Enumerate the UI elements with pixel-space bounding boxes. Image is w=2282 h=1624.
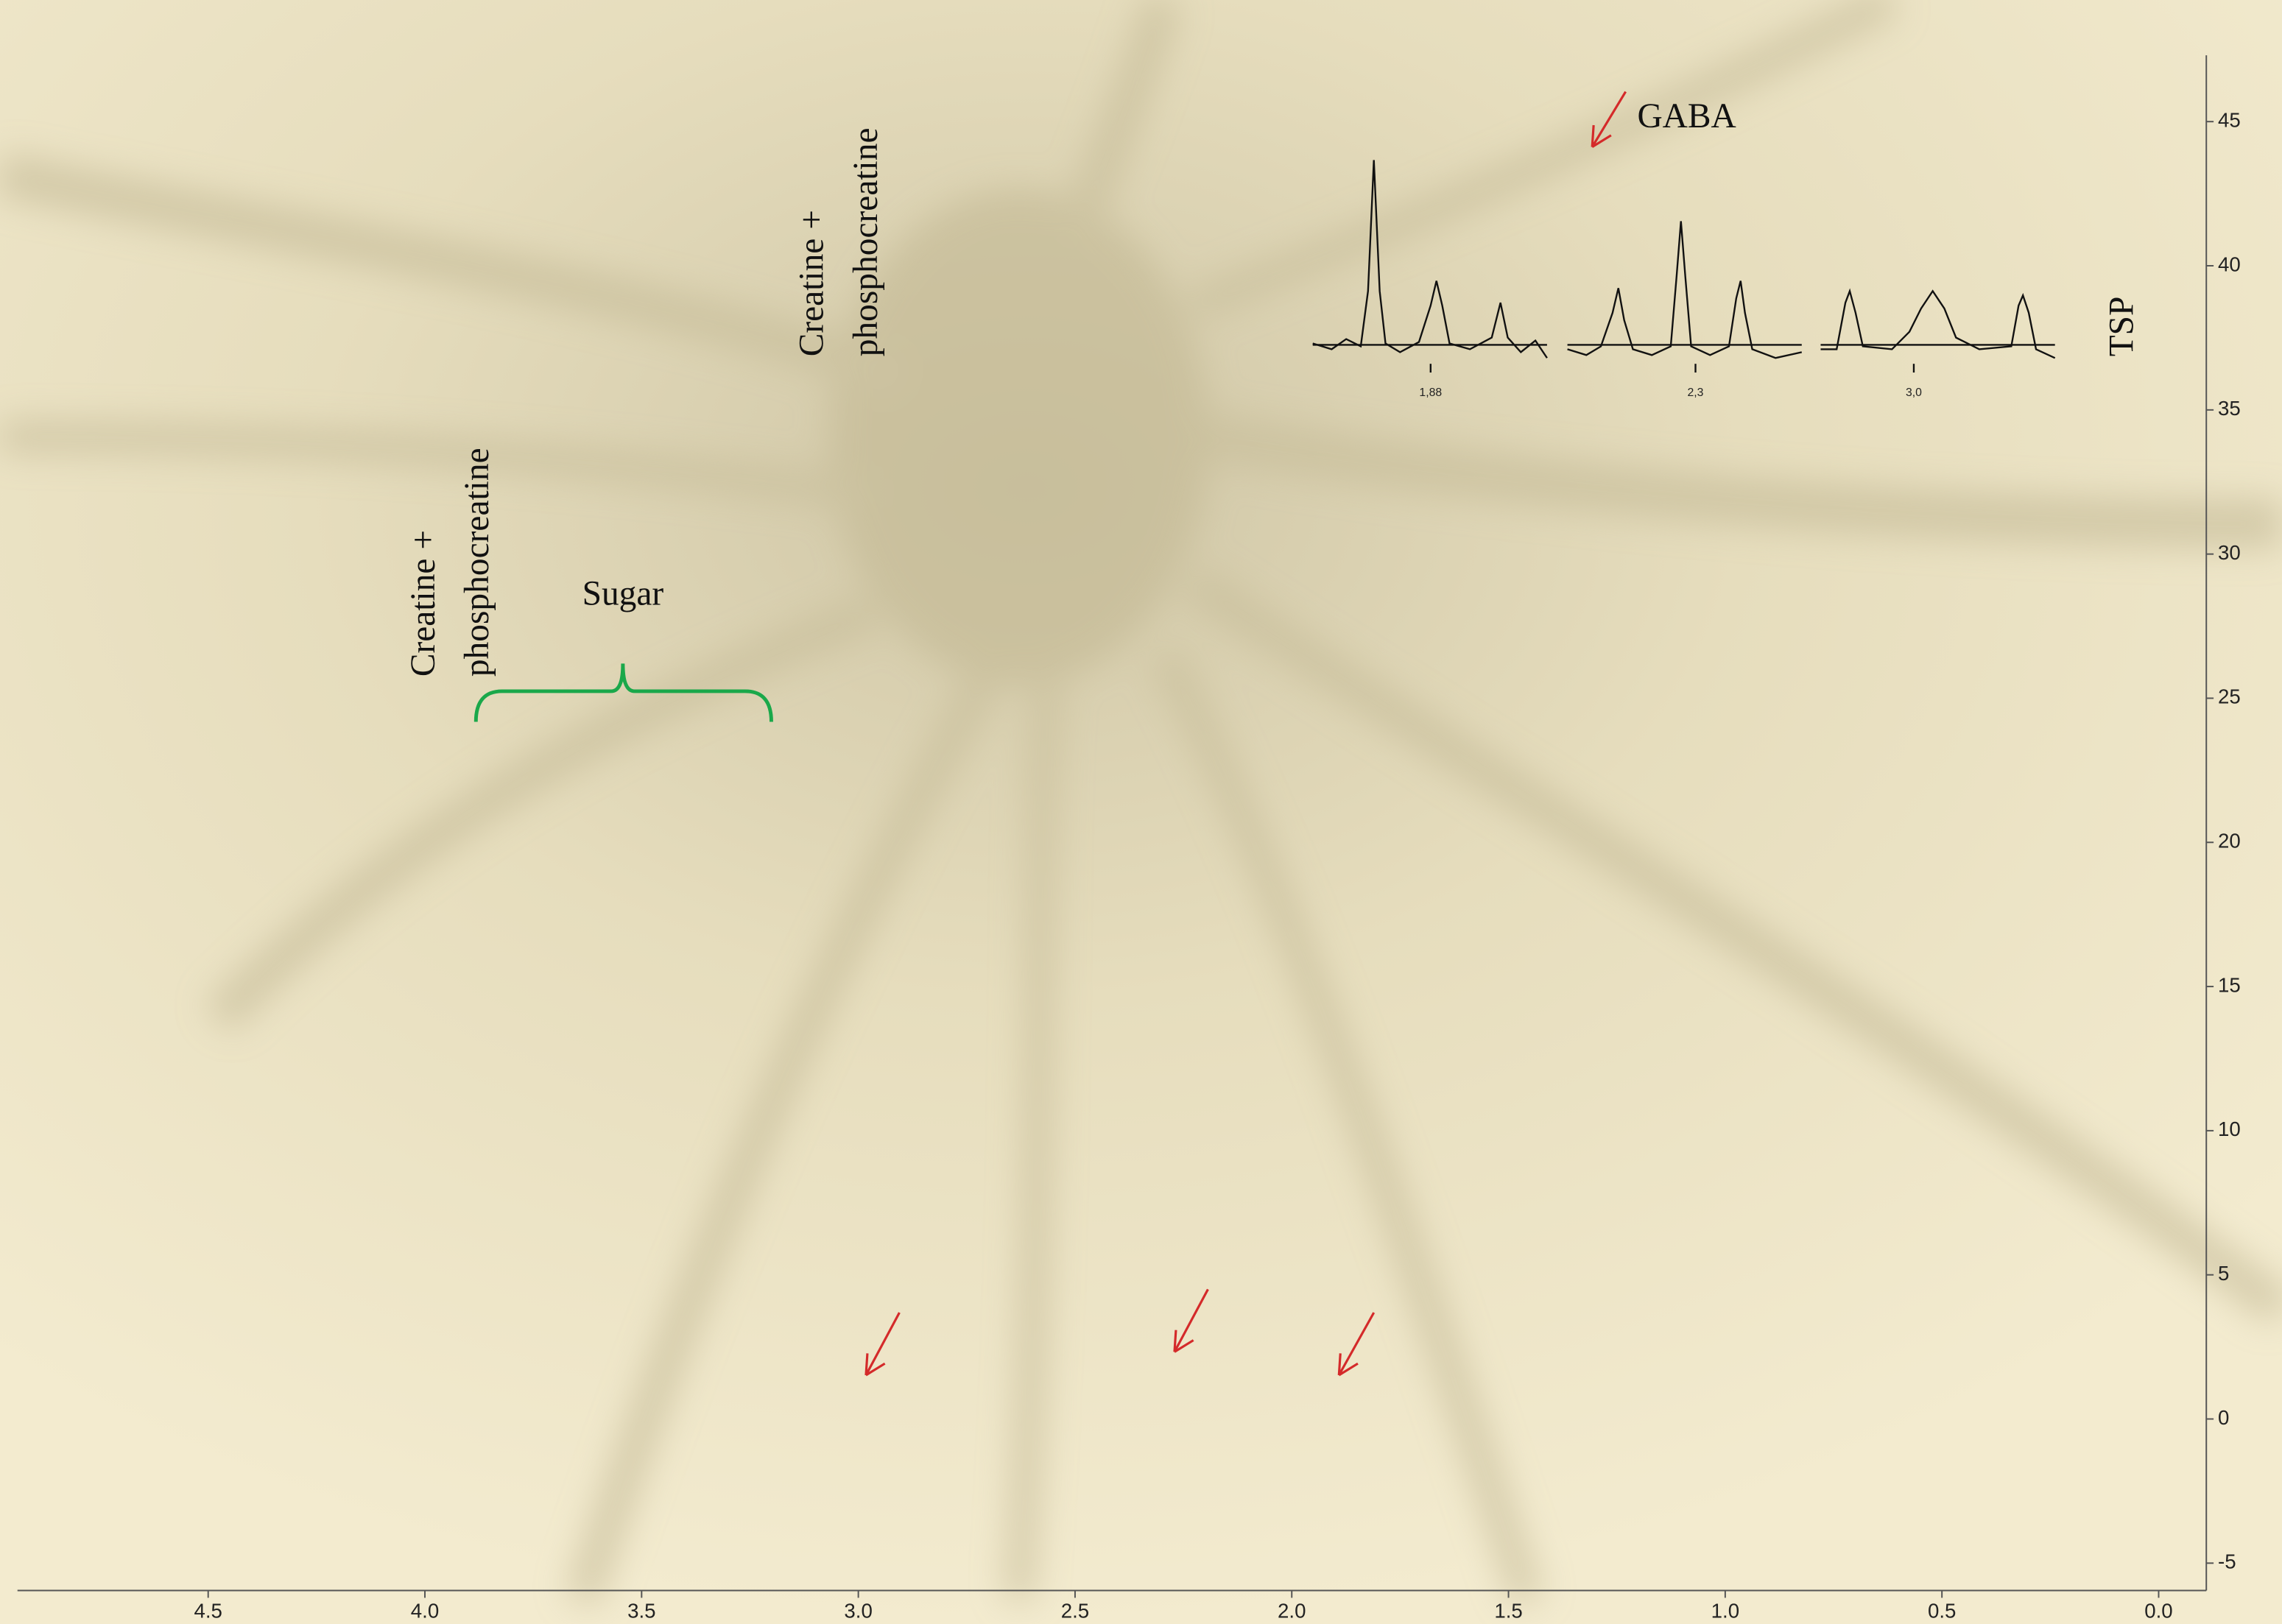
x-tick-label: 0.5 bbox=[1928, 1599, 1956, 1622]
inset-label: 2,3 bbox=[1688, 386, 1704, 399]
inset-label: 3,0 bbox=[1906, 386, 1922, 399]
annotation: Creatine + bbox=[404, 530, 443, 677]
y-tick-label: 25 bbox=[2218, 685, 2241, 708]
x-tick-label: 1.0 bbox=[1711, 1599, 1739, 1622]
x-tick-label: 2.0 bbox=[1278, 1599, 1306, 1622]
y-tick-label: 30 bbox=[2218, 541, 2241, 564]
annotation: Sugar bbox=[582, 574, 664, 612]
y-tick-label: 45 bbox=[2218, 109, 2241, 132]
annotation: GABA bbox=[1637, 97, 1736, 135]
y-tick-label: 40 bbox=[2218, 253, 2241, 275]
y-tick-label: 0 bbox=[2218, 1406, 2229, 1429]
x-tick-label: 3.0 bbox=[844, 1599, 872, 1622]
inset-label: 1,88 bbox=[1419, 386, 1442, 399]
y-tick-label: 20 bbox=[2218, 830, 2241, 852]
y-tick-label: -5 bbox=[2218, 1550, 2236, 1573]
chart: 1,88 2,3 3,0 Creatine + phosphocreatine … bbox=[0, 0, 2282, 1624]
y-tick-label: 10 bbox=[2218, 1118, 2241, 1140]
annotation: phosphocreatine bbox=[458, 448, 496, 677]
x-tick-label: 4.0 bbox=[411, 1599, 439, 1622]
x-tick-label: 4.5 bbox=[194, 1599, 222, 1622]
x-tick-label: 3.5 bbox=[627, 1599, 655, 1622]
annotation: phosphocreatine bbox=[847, 127, 885, 356]
x-tick-label: 2.5 bbox=[1061, 1599, 1089, 1622]
x-tick-label: 1.5 bbox=[1494, 1599, 1522, 1622]
x-tick-label: 0.0 bbox=[2144, 1599, 2172, 1622]
y-tick-label: 35 bbox=[2218, 397, 2241, 420]
annotation: Creatine + bbox=[793, 210, 831, 356]
y-tick-label: 5 bbox=[2218, 1262, 2229, 1285]
y-tick-label: 15 bbox=[2218, 973, 2241, 996]
annotation: TSP bbox=[2102, 297, 2141, 357]
